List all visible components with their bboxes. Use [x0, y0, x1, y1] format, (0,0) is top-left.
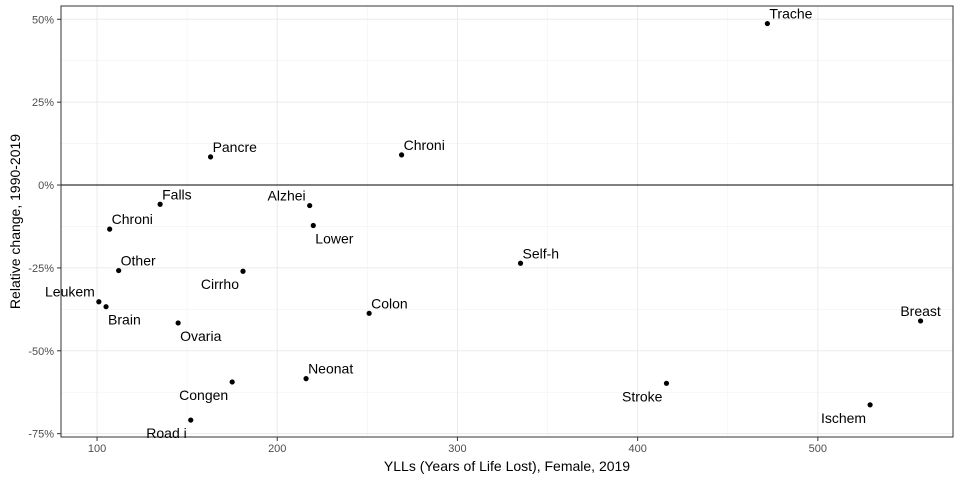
point-label: Chroni	[112, 211, 153, 227]
point-label: Leukem	[45, 284, 95, 300]
x-axis-title: YLLs (Years of Life Lost), Female, 2019	[384, 458, 630, 474]
point-label: Road i	[146, 425, 186, 441]
data-point	[517, 260, 524, 266]
data-point	[229, 379, 235, 385]
point-label: Stroke	[622, 388, 663, 404]
point-label: Self-h	[523, 245, 560, 261]
point-label: Pancre	[213, 139, 258, 155]
point-label: Chroni	[404, 137, 445, 153]
point-label: Congen	[179, 387, 228, 403]
x-tick-label: 300	[448, 443, 466, 455]
y-tick-label: -50%	[28, 346, 54, 358]
data-point	[303, 376, 309, 382]
data-point	[107, 226, 113, 232]
y-tick-label: 25%	[32, 97, 54, 109]
point-label: Other	[121, 253, 156, 269]
x-tick-label: 500	[809, 443, 827, 455]
y-tick-label: -25%	[28, 263, 54, 275]
data-point	[917, 318, 924, 324]
point-label: Cirrho	[201, 276, 239, 292]
data-point	[398, 152, 405, 158]
point-label: Ovaria	[180, 328, 221, 344]
point-label: Lower	[315, 230, 353, 246]
data-point	[116, 267, 122, 274]
y-tick-label: 0%	[38, 180, 54, 192]
data-point	[764, 20, 770, 27]
x-axis: 100 200 300 400 500	[88, 437, 827, 455]
y-axis: -75% -50% -25% 0% 25% 50%	[28, 14, 61, 441]
point-label: Alzhei	[268, 188, 306, 204]
y-tick-label: 50%	[32, 14, 54, 26]
data-point	[175, 320, 181, 326]
data-point	[307, 202, 313, 209]
point-label: Brain	[108, 312, 141, 328]
data-point	[240, 268, 246, 274]
point-label: Breast	[900, 303, 941, 319]
data-point	[867, 402, 873, 408]
data-point	[188, 417, 194, 423]
data-point	[663, 380, 670, 386]
point-label: Neonat	[308, 361, 353, 377]
data-points	[96, 20, 924, 423]
y-tick-label: -75%	[28, 429, 54, 441]
point-label: Trache	[769, 6, 812, 22]
point-label: Falls	[162, 186, 192, 202]
data-point	[157, 201, 163, 207]
point-label: Ischem	[821, 410, 866, 426]
point-label: Colon	[371, 295, 408, 311]
data-point	[103, 304, 109, 310]
x-tick-label: 100	[88, 443, 106, 455]
panel-background	[61, 6, 953, 437]
data-point	[310, 222, 316, 229]
data-point	[366, 310, 372, 316]
data-point	[96, 299, 102, 305]
data-point	[207, 154, 214, 160]
x-tick-label: 200	[268, 443, 286, 455]
point-labels: Trache Pancre Chroni Falls Alzhei Chroni Lower…	[45, 6, 941, 442]
y-axis-title: Relative change, 1990-2019	[7, 134, 23, 309]
x-tick-label: 400	[628, 443, 646, 455]
panel-border	[60, 5, 954, 438]
